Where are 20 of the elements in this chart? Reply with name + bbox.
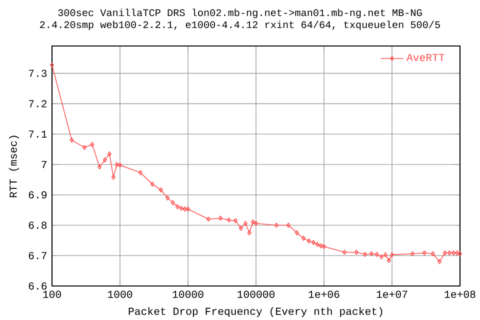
- y-tick-label: 7.2: [28, 100, 47, 108]
- y-tick-label: 6.8: [28, 222, 47, 229]
- y-tick-label: 6.6: [28, 282, 47, 290]
- chart-subtitle: 2.4.20smp web100-2.2.1, e1000-4.4.12 rxint 64/64, txqueuelen 500/5: [40, 20, 440, 30]
- x-axis-title: Packet Drop Frequency (Every nth packet): [128, 307, 382, 318]
- y-tick-label: 7.1: [28, 130, 47, 138]
- x-tick-label: 1e+08: [444, 290, 476, 298]
- y-axis-title: RTT (msec): [8, 136, 19, 198]
- x-tick-label: 1e+06: [308, 290, 340, 298]
- x-tick-label: 10000: [172, 290, 204, 298]
- y-tick-label: 6.9: [28, 191, 47, 198]
- x-tick-label: 100: [43, 290, 61, 298]
- x-tick-label: 1000: [108, 290, 132, 298]
- x-tick-label: 100000: [238, 290, 275, 298]
- y-tick-label: 7: [42, 160, 46, 168]
- y-tick-label: 7.3: [28, 70, 47, 77]
- legend-label: AveRTT: [406, 54, 444, 62]
- x-tick-label: 1e+07: [376, 290, 408, 298]
- chart-title: 300sec VanillaTCP DRS lon02.mb-ng.net->man01.mb-ng.net MB-NG: [58, 8, 422, 18]
- y-tick-label: 6.7: [28, 252, 46, 260]
